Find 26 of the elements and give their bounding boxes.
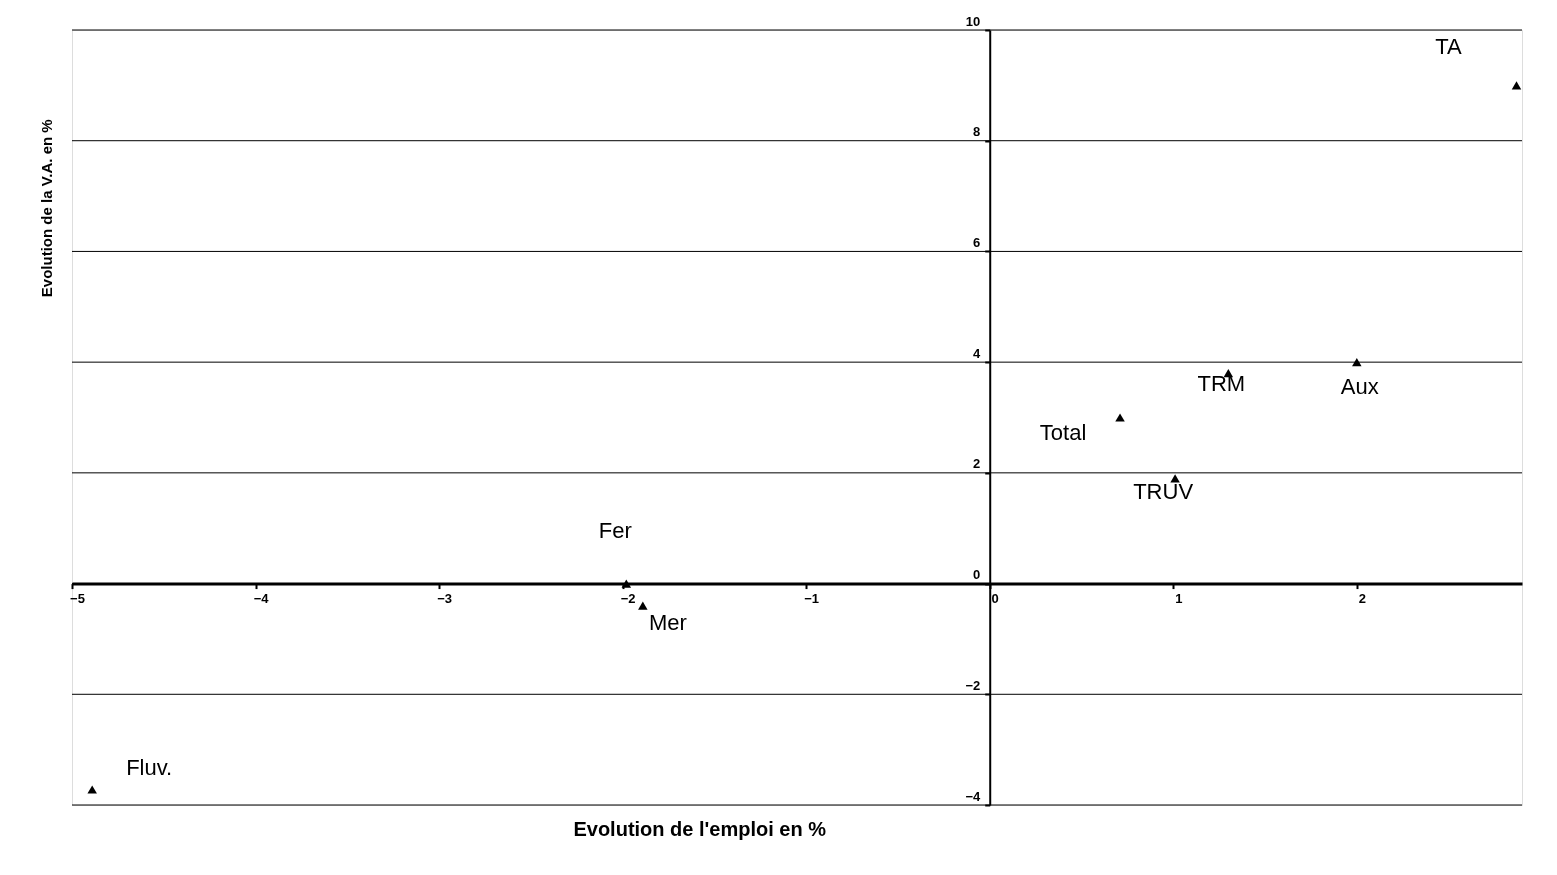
y-tick-label: −2 bbox=[965, 677, 981, 693]
x-tick-label: 0 bbox=[991, 591, 999, 607]
series-label: Total bbox=[1039, 419, 1087, 445]
series-label: Mer bbox=[648, 609, 687, 635]
series-label: TRUV bbox=[1133, 479, 1194, 505]
y-tick-label: 0 bbox=[972, 567, 981, 583]
y-tick-label: 4 bbox=[972, 345, 981, 361]
x-tick-label: 1 bbox=[1175, 591, 1183, 607]
y-tick-label: 10 bbox=[965, 13, 981, 29]
y-tick-label: 6 bbox=[972, 234, 981, 250]
x-tick-label: −1 bbox=[804, 591, 820, 607]
x-tick-label: −2 bbox=[620, 591, 636, 607]
y-tick-label: 8 bbox=[972, 124, 981, 140]
y-tick-label: −4 bbox=[965, 788, 981, 804]
x-axis-title: Evolution de l'emploi en % bbox=[573, 818, 827, 840]
x-tick-label: −5 bbox=[70, 591, 85, 607]
series-label: Fluv. bbox=[126, 754, 173, 780]
series-label: Aux bbox=[1340, 374, 1379, 400]
y-axis-title: Evolution de la V.A. en % bbox=[38, 119, 55, 298]
x-tick-label: 2 bbox=[1358, 591, 1366, 607]
text: TA bbox=[1435, 34, 1463, 60]
y-tick-label: 2 bbox=[972, 456, 981, 472]
series-label: Fer bbox=[598, 517, 632, 543]
x-tick-label: −3 bbox=[437, 591, 452, 607]
series-label: TRM bbox=[1197, 371, 1246, 397]
x-tick-label: −4 bbox=[253, 591, 270, 607]
